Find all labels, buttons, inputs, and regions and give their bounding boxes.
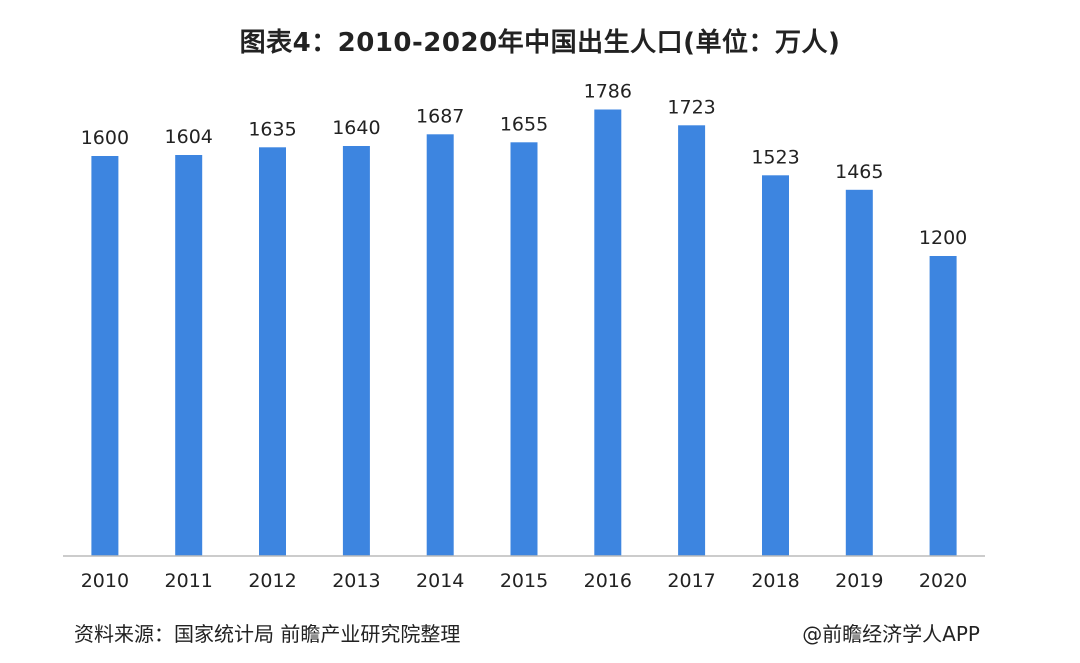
value-label-2011: 1604 [165, 126, 213, 148]
bar-2012 [259, 147, 286, 557]
bar-2017 [678, 125, 706, 557]
x-tick-label-2011: 2011 [165, 570, 213, 592]
bar-2020 [929, 256, 957, 556]
x-tick-label-2019: 2019 [835, 570, 883, 592]
bar-2018 [762, 175, 789, 557]
x-tick-label-2017: 2017 [667, 570, 715, 592]
value-label-2020: 1200 [919, 227, 967, 249]
value-label-2019: 1465 [835, 161, 883, 183]
chart-title: 图表4：2010-2020年中国出生人口(单位：万人) [239, 28, 841, 58]
bar-2015 [510, 142, 538, 557]
value-label-2015: 1655 [500, 113, 548, 135]
value-label-2017: 1723 [667, 96, 715, 118]
value-label-2010: 1600 [81, 127, 129, 149]
value-label-2013: 1640 [332, 117, 380, 139]
x-tick-label-2020: 2020 [919, 570, 967, 592]
source-note: 资料来源：国家统计局 前瞻产业研究院整理 [74, 622, 461, 646]
bars-layer [91, 109, 957, 557]
bar-2019 [845, 189, 873, 557]
value-label-2016: 1786 [584, 81, 632, 103]
bar-2014 [426, 134, 454, 557]
x-tick-label-2018: 2018 [751, 570, 799, 592]
value-label-2012: 1635 [248, 118, 296, 140]
x-tick-label-2014: 2014 [416, 570, 464, 592]
x-tick-label-2016: 2016 [584, 570, 632, 592]
x-tick-label-2015: 2015 [500, 570, 548, 592]
value-labels-layer: 1600 1604 1635 1640 1687 1655 1786 1723 1523 1465… [81, 81, 968, 250]
x-tick-label-2012: 2012 [248, 570, 296, 592]
value-label-2014: 1687 [416, 105, 464, 127]
x-tick-label-2013: 2013 [332, 570, 380, 592]
bar-2013 [342, 146, 370, 556]
bar-2011 [175, 155, 203, 556]
bar-2016 [594, 109, 622, 556]
x-tick-labels-layer: 2010 2011 2012 2013 2014 2015 2016 2017 2018 2019… [81, 570, 968, 592]
x-tick-label-2010: 2010 [81, 570, 129, 592]
bar-2010 [91, 156, 119, 556]
credit-note: @前瞻经济学人APP [802, 622, 980, 646]
value-label-2018: 1523 [751, 146, 799, 168]
